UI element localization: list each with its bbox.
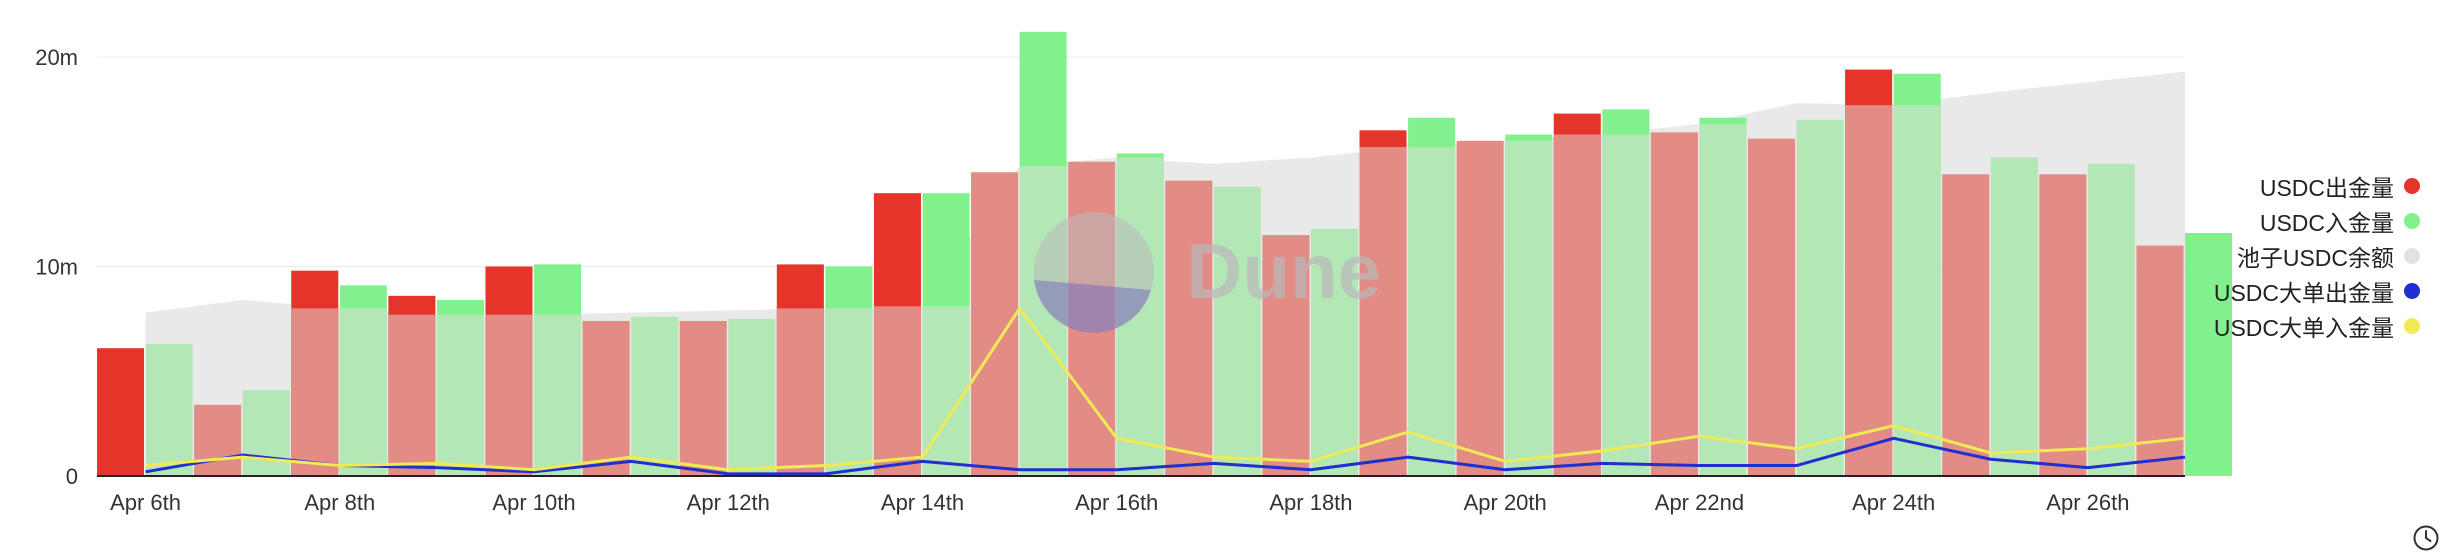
- x-tick-label: Apr 24th: [1852, 490, 1935, 515]
- legend-label: USDC大单出金量: [2213, 279, 2394, 306]
- legend-item[interactable]: USDC大单入金量: [2214, 308, 2420, 343]
- bar-usdc-in-under-area: [1505, 140, 1553, 477]
- dark-bar-tops: [291, 105, 1941, 477]
- legend-item[interactable]: USDC出金量: [2214, 168, 2420, 203]
- watermark: Dune: [1034, 212, 1381, 333]
- bar-usdc-in: [728, 318, 776, 476]
- bar-usdc-out: [2136, 245, 2184, 476]
- bar-usdc-out: [1165, 180, 1213, 477]
- legend-swatch: [2404, 317, 2420, 334]
- x-tick-label: Apr 22nd: [1655, 490, 1744, 515]
- bar-usdc-out: [582, 320, 630, 476]
- bar-usdc-in: [1796, 119, 1844, 476]
- x-tick-label: Apr 18th: [1269, 490, 1352, 515]
- bar-usdc-in-under-area: [1699, 124, 1747, 476]
- bar-usdc-out-under-area: [873, 306, 921, 476]
- bar-usdc-out-under-area: [1359, 147, 1407, 476]
- x-tick-label: Apr 12th: [687, 490, 770, 515]
- dune-logo-icon: [1034, 212, 1154, 332]
- bar-usdc-in-under-area: [825, 308, 873, 476]
- bar-usdc-in-under-area: [922, 306, 970, 476]
- legend-swatch: [2404, 177, 2420, 194]
- bar-usdc-in-under-area: [339, 308, 387, 476]
- bar-usdc-in: [1213, 186, 1261, 476]
- bar-usdc-in: [145, 344, 193, 476]
- bar-usdc-out: [1262, 235, 1310, 476]
- bar-usdc-out-under-area: [776, 308, 824, 476]
- y-tick-label: 0: [66, 464, 78, 489]
- bar-usdc-out-under-area: [485, 314, 533, 476]
- legend-swatch: [2404, 212, 2420, 229]
- bar-usdc-out: [1942, 174, 1990, 476]
- x-tick-label: Apr 20th: [1464, 490, 1547, 515]
- legend-label: 池子USDC余额: [2236, 244, 2394, 271]
- bar-usdc-in: [1990, 157, 2038, 476]
- y-tick-label: 10m: [35, 255, 78, 280]
- legend-item[interactable]: 池子USDC余额: [2214, 238, 2420, 273]
- bar-usdc-in: [631, 316, 679, 476]
- bar-usdc-in-under-area: [1602, 134, 1650, 476]
- bar-usdc-out: [679, 320, 727, 476]
- bar-usdc-out: [1456, 140, 1504, 477]
- bar-usdc-out: [1650, 132, 1698, 477]
- watermark-text: Dune: [1186, 227, 1381, 315]
- bar-usdc-in: [1310, 228, 1359, 476]
- legend-label: USDC出金量: [2259, 174, 2394, 201]
- axes: 0 10m 20m Apr 6th Apr 8th Apr 10th Apr 12th Apr…: [35, 45, 2185, 515]
- legend: USDC出金量 USDC入金量池子USDC余额 USDC大单出金量 USDC大单入金量: [2214, 168, 2420, 343]
- bar-usdc-out: [194, 404, 242, 476]
- bar-usdc-out: [1747, 138, 1796, 476]
- bar-usdc-out: [2039, 174, 2087, 476]
- dune-logo-arc: [1034, 280, 1151, 333]
- bar-usdc-in: [2087, 163, 2135, 476]
- legend-swatch: [2404, 282, 2420, 299]
- legend-item[interactable]: USDC入金量: [2214, 203, 2420, 238]
- x-tick-label: Apr 26th: [2046, 490, 2129, 515]
- bar-usdc-in-under-area: [1408, 147, 1456, 476]
- bar-usdc-out-under-area: [291, 308, 339, 476]
- bar-usdc-in-under-area: [1893, 105, 1941, 476]
- legend-label: USDC入金量: [2259, 209, 2394, 236]
- x-tick-label: Apr 8th: [304, 490, 375, 515]
- x-tick-label: Apr 10th: [492, 490, 575, 515]
- bar-usdc-in: [242, 390, 290, 476]
- x-tick-label: Apr 14th: [881, 490, 964, 515]
- bar-usdc-in-under-area: [436, 314, 484, 476]
- bar-usdc-in-under-area: [534, 314, 582, 476]
- y-tick-label: 20m: [35, 45, 78, 70]
- legend-label: USDC大单入金量: [2213, 314, 2394, 341]
- bar-usdc-out-under-area: [1553, 134, 1601, 476]
- line-large-in: [145, 306, 2186, 472]
- bar-usdc-out: [97, 348, 145, 476]
- bar-usdc-out-under-area: [388, 314, 436, 476]
- x-tick-label: Apr 16th: [1075, 490, 1158, 515]
- legend-item[interactable]: USDC大单出金量: [2214, 273, 2420, 308]
- line-large-out: [145, 436, 2186, 476]
- x-tick-label: Apr 6th: [110, 490, 181, 515]
- lines: [145, 306, 2186, 476]
- bar-usdc-in: [2185, 232, 2233, 476]
- bar-usdc-out-under-area: [1845, 105, 1893, 476]
- clock-icon[interactable]: [2412, 524, 2440, 552]
- legend-swatch: [2404, 247, 2420, 264]
